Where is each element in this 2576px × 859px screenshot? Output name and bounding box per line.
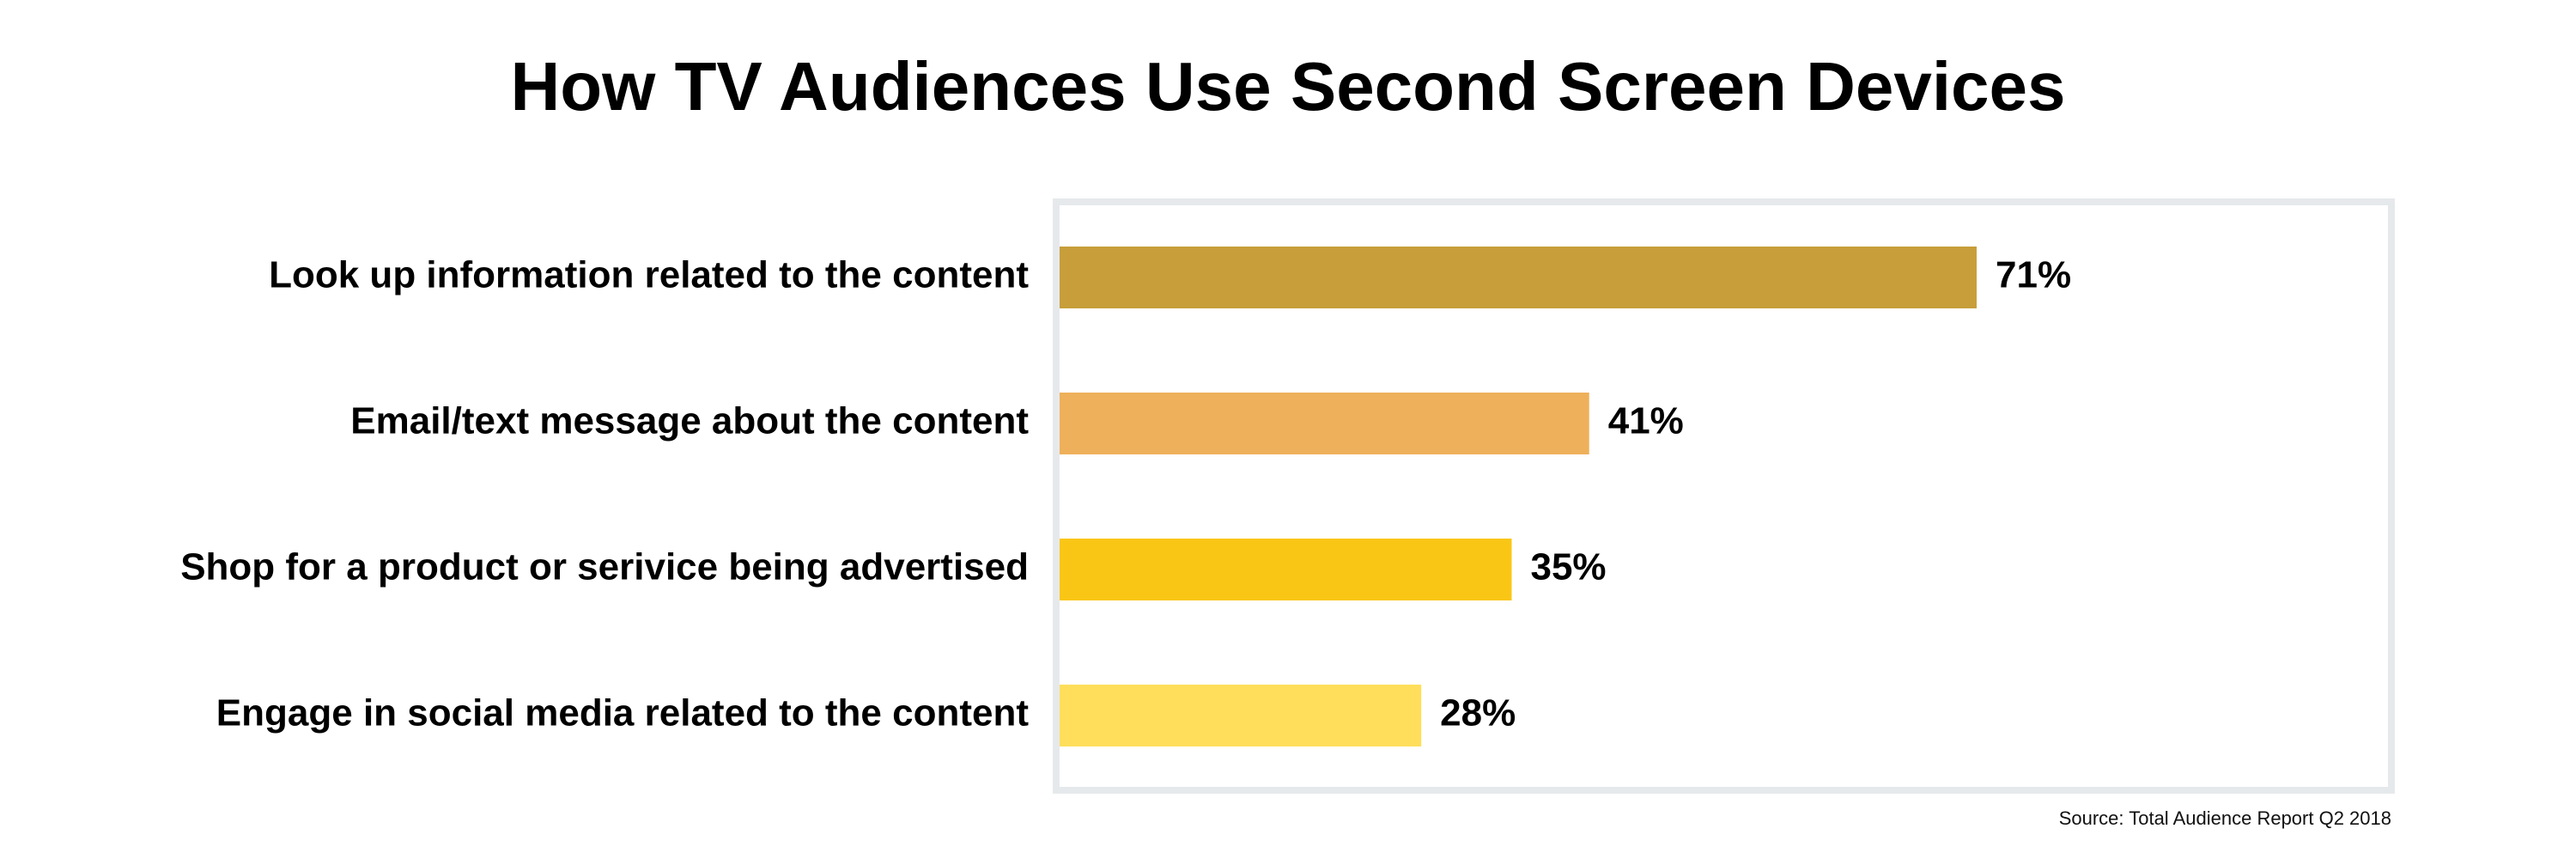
bar-value-label: 28% [1440,692,1516,734]
bar [1060,247,1977,308]
category-label: Shop for a product or serivice being adv… [180,546,1029,588]
bar [1060,393,1589,454]
category-label: Look up information related to the conte… [269,254,1029,296]
bars-layer: Look up information related to the conte… [180,247,2071,746]
bar-value-label: 41% [1608,400,1684,442]
bar [1060,539,1512,600]
bar-value-label: 71% [1996,254,2071,296]
chart-title: How TV Audiences Use Second Screen Devic… [510,48,2065,125]
bar-value-label: 35% [1530,546,1606,588]
bar [1060,685,1422,746]
source-note: Source: Total Audience Report Q2 2018 [2059,807,2391,829]
category-label: Email/text message about the content [350,400,1029,442]
category-label: Engage in social media related to the co… [216,692,1030,734]
